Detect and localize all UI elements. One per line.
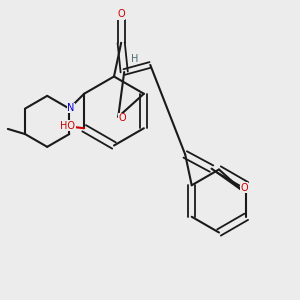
Text: O: O bbox=[240, 183, 248, 193]
Text: O: O bbox=[117, 9, 125, 19]
Text: N: N bbox=[67, 103, 74, 113]
Text: H: H bbox=[131, 53, 138, 64]
Text: HO: HO bbox=[60, 121, 75, 131]
Text: O: O bbox=[119, 113, 127, 123]
